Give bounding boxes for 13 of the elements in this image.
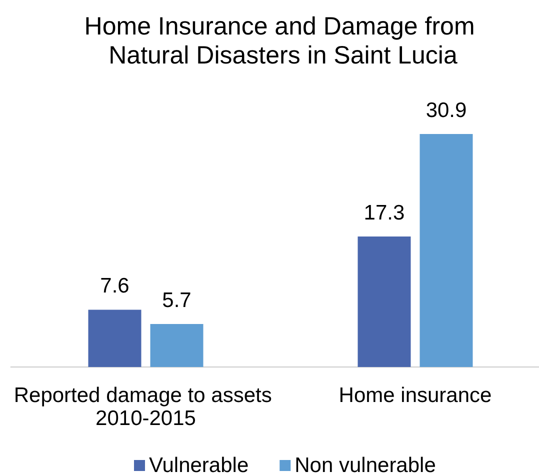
bar bbox=[420, 134, 473, 367]
chart-title: Home Insurance and Damage from Natural Disasters in Saint Lucia bbox=[84, 12, 482, 70]
legend-label: Vulnerable bbox=[149, 454, 249, 476]
data-label: 30.9 bbox=[426, 99, 467, 122]
bar bbox=[358, 236, 411, 367]
data-label: 5.7 bbox=[162, 289, 192, 312]
legend-label: Non vulnerable bbox=[294, 454, 436, 476]
bar bbox=[88, 310, 142, 367]
x-tick-label: Home insurance bbox=[338, 384, 492, 407]
x-tick-label: Reported damage to assets 2010-2015 bbox=[14, 384, 278, 430]
data-label: 7.6 bbox=[100, 274, 130, 298]
bar bbox=[150, 324, 204, 367]
data-label: 17.3 bbox=[364, 202, 405, 225]
